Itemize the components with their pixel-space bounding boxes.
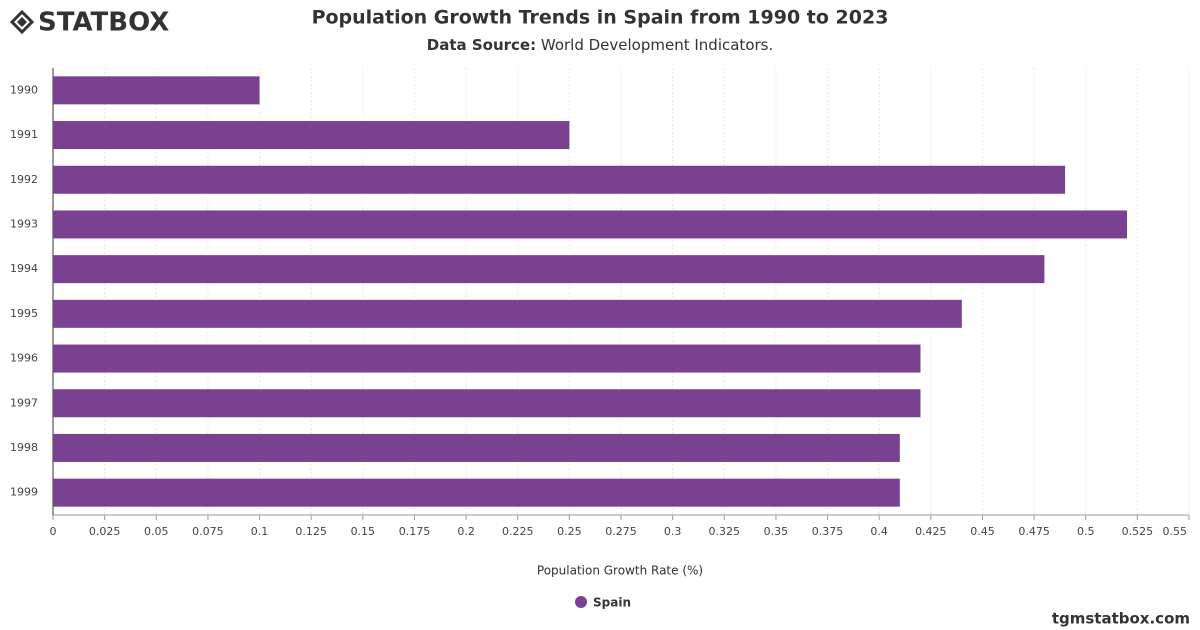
- x-axis-label: Population Growth Rate (%): [537, 564, 703, 578]
- x-tick-label: 0.15: [351, 525, 376, 538]
- x-tick-label: 0.2: [457, 525, 475, 538]
- x-tick-label: 0.375: [812, 525, 844, 538]
- x-tick-label: 0.55: [1163, 525, 1188, 538]
- logo-text: STATBOX: [38, 8, 169, 38]
- x-tick-label: 0.175: [399, 525, 431, 538]
- y-tick-label: 1991: [10, 128, 38, 141]
- bar: [53, 344, 921, 373]
- subtitle-text: World Development Indicators.: [541, 36, 773, 54]
- footer: tgmstatbox.com: [1052, 610, 1190, 628]
- x-tick-label: 0.275: [605, 525, 637, 538]
- bar: [53, 76, 260, 105]
- bar: [53, 121, 570, 150]
- y-tick-label: 1994: [10, 262, 38, 275]
- x-tick-label: 0.075: [192, 525, 224, 538]
- x-tick-label: 0.35: [764, 525, 789, 538]
- x-tick-label: 0.525: [1122, 525, 1154, 538]
- logo-icon: [9, 9, 35, 35]
- y-tick-label: 1999: [10, 486, 38, 499]
- x-tick-label: 0.225: [502, 525, 534, 538]
- y-tick-label: 1996: [10, 352, 38, 365]
- bar: [53, 433, 900, 462]
- bar: [53, 389, 921, 418]
- logo-icon-core: [17, 17, 27, 27]
- x-tick-label: 0.125: [295, 525, 327, 538]
- y-tick-label: 1990: [10, 83, 38, 96]
- y-tick-label: 1995: [10, 307, 38, 320]
- bar: [53, 255, 1045, 284]
- logo: STATBOX: [9, 8, 169, 38]
- subtitle-label: Data Source:: [427, 36, 536, 54]
- x-tick-label: 0.475: [1018, 525, 1050, 538]
- y-tick-label: 1997: [10, 396, 38, 409]
- legend-marker: [575, 596, 587, 608]
- x-tick-label: 0.5: [1077, 525, 1095, 538]
- y-tick-label: 1993: [10, 217, 38, 230]
- x-tick-label: 0.05: [144, 525, 169, 538]
- chart-title: Population Growth Trends in Spain from 1…: [312, 7, 889, 29]
- x-tick-label: 0.4: [870, 525, 888, 538]
- y-tick-label: 1992: [10, 173, 38, 186]
- legend-label: Spain: [593, 596, 631, 610]
- x-tick-label: 0.25: [557, 525, 582, 538]
- x-tick-label: 0.1: [251, 525, 269, 538]
- y-tick-label: 1998: [10, 441, 38, 454]
- bar: [53, 165, 1066, 194]
- x-tick-label: 0: [50, 525, 57, 538]
- x-tick-label: 0.425: [915, 525, 947, 538]
- x-tick-label: 0.025: [89, 525, 121, 538]
- x-tick-label: 0.3: [664, 525, 682, 538]
- bar: [53, 478, 900, 507]
- chart-subtitle: Data Source: World Development Indicator…: [427, 36, 774, 54]
- bar: [53, 299, 962, 328]
- bar: [53, 210, 1128, 239]
- x-tick-label: 0.325: [709, 525, 741, 538]
- x-tick-label: 0.45: [970, 525, 995, 538]
